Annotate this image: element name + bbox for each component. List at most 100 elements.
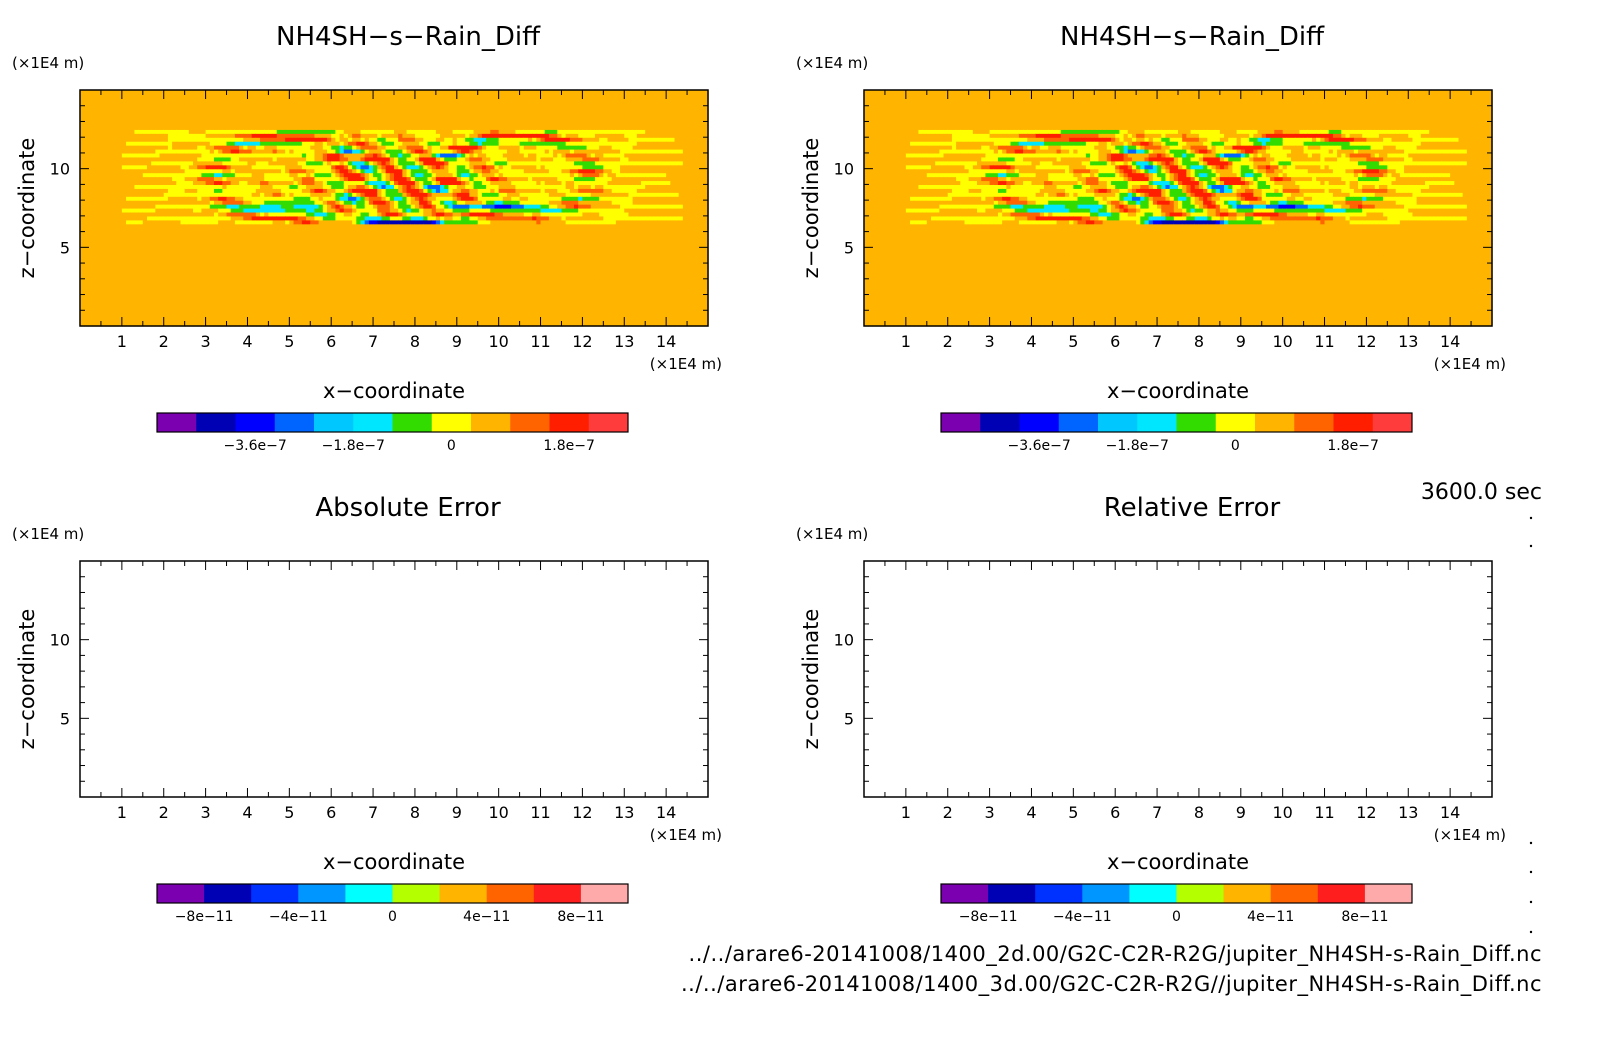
heatmap-cell [180, 243, 186, 248]
heatmap-cell [239, 164, 244, 170]
heatmap-cell [84, 302, 89, 307]
heatmap-cell [414, 196, 420, 201]
heatmap-cell [343, 286, 349, 292]
heatmap-cell [356, 196, 362, 201]
heatmap-cell [385, 227, 391, 233]
heatmap-cell [126, 90, 131, 95]
heatmap-cell [289, 101, 295, 107]
heatmap-cell [243, 219, 249, 225]
heatmap-cell [314, 290, 320, 296]
heatmap-cell [255, 121, 261, 126]
heatmap-cell [406, 278, 412, 284]
heatmap-cell [117, 101, 123, 107]
heatmap-cell [226, 192, 232, 197]
heatmap-cell [109, 282, 115, 288]
heatmap-cell [360, 141, 366, 146]
heatmap-cell [88, 267, 94, 272]
heatmap-cell [297, 322, 303, 327]
heatmap-cell [138, 172, 144, 178]
heatmap-cell [339, 137, 345, 142]
heatmap-cell [197, 247, 203, 252]
heatmap-cell [289, 227, 295, 233]
heatmap-cell [327, 200, 332, 205]
heatmap-cell [322, 176, 328, 182]
heatmap-cell [276, 200, 282, 205]
heatmap-cell [280, 278, 286, 284]
heatmap-cell [377, 196, 383, 201]
heatmap-cell [381, 306, 387, 311]
heatmap-cell [243, 298, 249, 303]
heatmap-cell [105, 239, 110, 244]
heatmap-cell [117, 113, 123, 119]
heatmap-cell [117, 164, 123, 170]
heatmap-cell [159, 121, 165, 126]
heatmap-cell [172, 145, 177, 150]
heatmap-cell [276, 149, 282, 154]
heatmap-cell [293, 137, 299, 142]
heatmap-cell [201, 192, 207, 197]
heatmap-cell [209, 270, 215, 276]
heatmap-cell [234, 184, 240, 189]
heatmap-cell [109, 109, 115, 115]
heatmap-cell [80, 176, 85, 182]
heatmap-cell [188, 192, 194, 197]
heatmap-cell [172, 113, 177, 119]
heatmap-cell [414, 223, 420, 229]
heatmap-cell [289, 204, 295, 209]
heatmap-cell [297, 270, 303, 276]
heatmap-cell [142, 227, 148, 233]
heatmap-cell [368, 314, 374, 319]
heatmap-cell [176, 282, 182, 288]
heatmap-cell [385, 196, 391, 201]
heatmap-cell [213, 278, 219, 284]
heatmap-cell [163, 274, 169, 280]
heatmap-cell [163, 239, 169, 244]
heatmap-cell [184, 282, 190, 288]
heatmap-cell [364, 298, 370, 303]
heatmap-cell [159, 129, 165, 134]
heatmap-cell [222, 211, 228, 217]
heatmap-cell [184, 93, 190, 99]
heatmap-cell [92, 274, 98, 280]
heatmap-cell [297, 149, 303, 154]
heatmap-cell [423, 145, 429, 150]
heatmap-cell [251, 219, 257, 225]
heatmap-cell [247, 302, 253, 307]
heatmap-cell [205, 227, 211, 233]
heatmap-cell [339, 121, 345, 126]
heatmap-cell [364, 109, 370, 115]
heatmap-cell [172, 231, 177, 237]
heatmap-cell [180, 251, 186, 256]
heatmap-cell [339, 192, 345, 197]
heatmap-cell [368, 204, 374, 209]
heatmap-cell [272, 196, 278, 201]
heatmap-cell [385, 188, 391, 193]
heatmap-cell [297, 219, 303, 225]
heatmap-cell [368, 247, 374, 252]
heatmap-cell [297, 215, 303, 221]
heatmap-cell [130, 180, 136, 185]
heatmap-cell [423, 211, 429, 217]
heatmap-cell [347, 121, 353, 126]
heatmap-cell [368, 156, 374, 162]
heatmap-cell [314, 149, 320, 154]
heatmap-cell [121, 196, 127, 201]
heatmap-cell [167, 93, 173, 99]
heatmap-cell [222, 180, 228, 185]
heatmap-cell [398, 267, 403, 272]
heatmap-cell [360, 215, 366, 221]
heatmap-cell [327, 93, 332, 99]
heatmap-cell [272, 223, 278, 229]
heatmap-cell [264, 192, 269, 197]
heatmap-cell [402, 255, 408, 260]
heatmap-cell [373, 180, 378, 185]
heatmap-cell [105, 314, 110, 319]
heatmap-cell [385, 149, 391, 154]
heatmap-cell [402, 152, 408, 158]
heatmap-cell [201, 164, 207, 170]
heatmap-cell [205, 129, 211, 134]
heatmap-cell [163, 243, 169, 248]
heatmap-cell [230, 290, 236, 296]
heatmap-cell [398, 282, 403, 288]
heatmap-cell [151, 314, 156, 319]
